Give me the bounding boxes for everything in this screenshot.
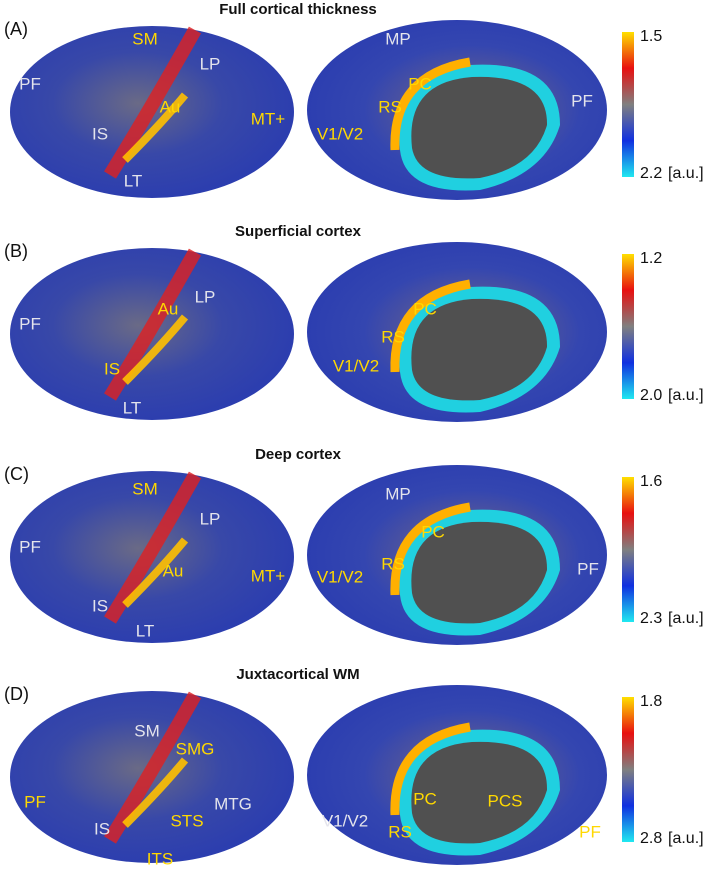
colorbar-bottom: 2.3 bbox=[640, 610, 662, 627]
medial-wall bbox=[411, 76, 548, 179]
region-label: PF bbox=[579, 822, 601, 841]
red-band bbox=[104, 26, 202, 179]
colorbar bbox=[622, 32, 634, 177]
colorbar-top: 1.2 bbox=[640, 250, 662, 267]
medial-wall bbox=[411, 298, 548, 401]
region-label: PCS bbox=[488, 791, 523, 810]
region-label: SM bbox=[134, 721, 160, 740]
region-label: V1/V2 bbox=[322, 811, 368, 830]
colorbar bbox=[622, 477, 634, 622]
colorbar-bottom: 2.0 bbox=[640, 387, 662, 404]
region-label: IS bbox=[94, 819, 110, 838]
region-label: MT+ bbox=[251, 566, 286, 585]
colorbar-top: 1.8 bbox=[640, 693, 662, 710]
region-label: PF bbox=[19, 74, 41, 93]
red-band bbox=[104, 691, 202, 844]
medial-hot bbox=[390, 57, 471, 151]
medial-hot bbox=[390, 279, 471, 373]
region-label: SM bbox=[132, 29, 158, 48]
panel-title: Deep cortex bbox=[255, 446, 342, 463]
region-label: Au bbox=[163, 561, 184, 580]
yellow-band bbox=[122, 537, 189, 608]
region-label: MT+ bbox=[251, 109, 286, 128]
region-label: PC bbox=[408, 74, 432, 93]
region-label: MTG bbox=[214, 794, 252, 813]
colorbar-bottom: 2.2 bbox=[640, 165, 662, 182]
region-label: STS bbox=[170, 811, 203, 830]
region-label: PF bbox=[571, 91, 593, 110]
region-label: LP bbox=[200, 54, 221, 73]
region-label: LT bbox=[124, 171, 143, 190]
colorbar-unit: [a.u.] bbox=[668, 165, 704, 182]
region-label: RS bbox=[381, 554, 405, 573]
colorbar-unit: [a.u.] bbox=[668, 610, 704, 627]
colorbar bbox=[622, 697, 634, 842]
panel-letter: (B) bbox=[4, 241, 28, 261]
region-label: PC bbox=[413, 789, 437, 808]
region-label: PF bbox=[577, 559, 599, 578]
region-label: V1/V2 bbox=[317, 124, 363, 143]
colorbar bbox=[622, 254, 634, 399]
panel-title: Superficial cortex bbox=[235, 223, 362, 240]
panel-title: Full cortical thickness bbox=[219, 1, 377, 18]
medial-wall bbox=[411, 741, 548, 844]
region-label: SM bbox=[132, 479, 158, 498]
region-label: MP bbox=[385, 29, 411, 48]
colorbar-unit: [a.u.] bbox=[668, 830, 704, 847]
medial-hot bbox=[390, 502, 471, 596]
panel-letter: (C) bbox=[4, 464, 29, 484]
region-label: Au bbox=[158, 299, 179, 318]
panel: (A) Full cortical thickness 1.5 2.2 [a.u.] SM… bbox=[4, 1, 704, 200]
region-label: LP bbox=[195, 287, 216, 306]
panel: (D) Juxtacortical WM 1.8 2.8 [a.u.] SM SMG PF IS… bbox=[4, 666, 704, 869]
region-label: PC bbox=[421, 522, 445, 541]
yellow-band bbox=[122, 757, 189, 828]
colorbar-top: 1.6 bbox=[640, 473, 662, 490]
region-label: IS bbox=[92, 124, 108, 143]
region-label: LP bbox=[200, 509, 221, 528]
red-band bbox=[104, 248, 202, 401]
panel-letter: (A) bbox=[4, 19, 28, 39]
region-label: MP bbox=[385, 484, 411, 503]
region-label: IS bbox=[92, 596, 108, 615]
region-label: RS bbox=[381, 327, 405, 346]
region-label: Au bbox=[160, 97, 181, 116]
region-label: RS bbox=[388, 822, 412, 841]
region-label: LT bbox=[136, 621, 155, 640]
region-label: PF bbox=[24, 792, 46, 811]
panel-letter: (D) bbox=[4, 684, 29, 704]
medial-wall bbox=[411, 521, 548, 624]
panel: (C) Deep cortex 1.6 2.3 [a.u.] SM PF LP Au MT+ IS L… bbox=[4, 446, 704, 645]
panel: (B) Superficial cortex 1.2 2.0 [a.u.] PF LP Au I… bbox=[4, 223, 704, 422]
region-label: V1/V2 bbox=[333, 356, 379, 375]
medial-hot bbox=[390, 722, 471, 816]
colorbar-bottom: 2.8 bbox=[640, 830, 662, 847]
region-label: RS bbox=[378, 97, 402, 116]
colorbar-top: 1.5 bbox=[640, 28, 662, 45]
region-label: SMG bbox=[176, 739, 215, 758]
region-label: LT bbox=[123, 398, 142, 417]
region-label: V1/V2 bbox=[317, 567, 363, 586]
region-label: IS bbox=[104, 359, 120, 378]
panel-title: Juxtacortical WM bbox=[236, 666, 359, 683]
region-label: ITS bbox=[147, 849, 173, 868]
red-band bbox=[104, 471, 202, 624]
region-label: PF bbox=[19, 314, 41, 333]
yellow-band bbox=[122, 92, 189, 163]
region-label: PF bbox=[19, 537, 41, 556]
colorbar-unit: [a.u.] bbox=[668, 387, 704, 404]
region-label: PC bbox=[413, 299, 437, 318]
yellow-band bbox=[122, 314, 189, 385]
